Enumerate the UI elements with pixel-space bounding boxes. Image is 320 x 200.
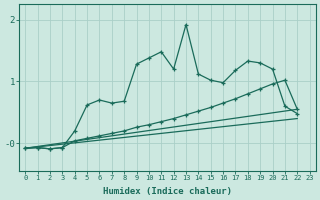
X-axis label: Humidex (Indice chaleur): Humidex (Indice chaleur) bbox=[103, 187, 232, 196]
